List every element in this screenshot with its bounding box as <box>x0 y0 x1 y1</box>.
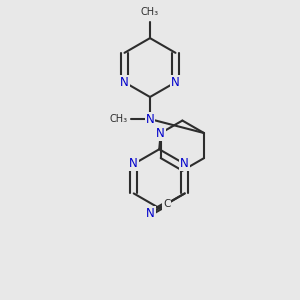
Text: N: N <box>180 158 189 170</box>
Text: N: N <box>146 207 155 220</box>
Text: N: N <box>120 76 129 89</box>
Text: C: C <box>163 199 171 209</box>
Text: N: N <box>129 158 138 170</box>
Text: N: N <box>156 127 165 140</box>
Text: N: N <box>146 112 154 126</box>
Text: CH₃: CH₃ <box>141 8 159 17</box>
Text: N: N <box>171 76 180 89</box>
Text: CH₃: CH₃ <box>110 114 128 124</box>
